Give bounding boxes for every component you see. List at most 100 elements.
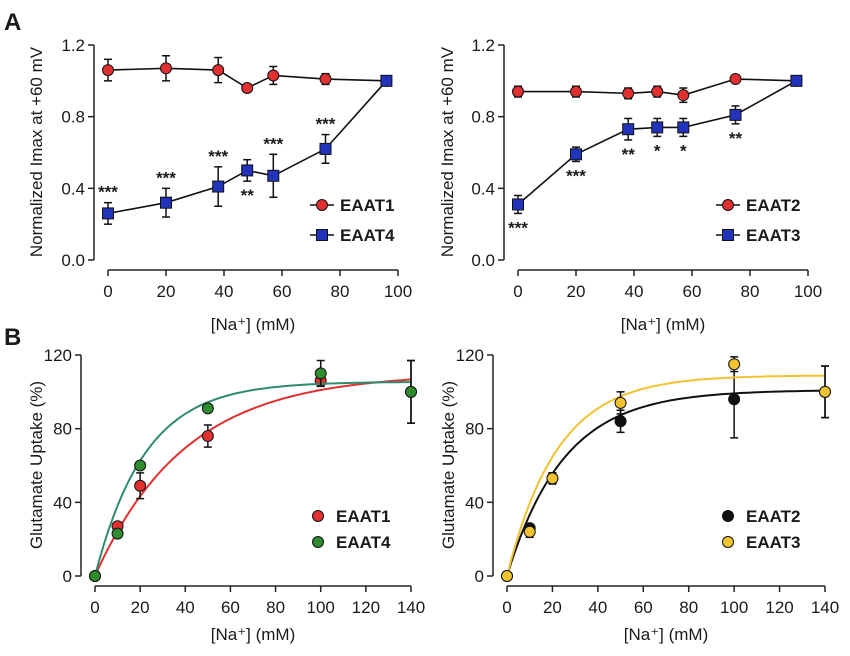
- significance-label: ***: [208, 147, 228, 166]
- x-tick-label: 0: [513, 282, 522, 301]
- data-point: [614, 415, 627, 428]
- legend-entry-eaat2: EAAT2: [722, 507, 800, 526]
- x-tick-label: 40: [625, 282, 644, 301]
- y-tick-label: 0.8: [61, 108, 85, 127]
- legend-marker: [312, 510, 324, 522]
- x-tick-label: 0: [90, 598, 99, 617]
- legend-label: EAAT1: [336, 507, 390, 526]
- data-point: [241, 82, 254, 94]
- x-tick-label: 20: [157, 282, 176, 301]
- data-point: [134, 479, 147, 492]
- series-eaat4: [89, 359, 417, 582]
- fit-curve: [506, 389, 825, 577]
- x-axis-label: [Na⁺] (mM): [621, 315, 706, 334]
- x-tick-label: 140: [811, 598, 839, 617]
- series-eaat3: [501, 356, 831, 582]
- y-tick-label: 0.0: [61, 251, 85, 270]
- legend-entry-eaat4: EAAT4: [312, 533, 391, 552]
- y-tick-label: 1.2: [61, 36, 85, 55]
- significance-label: ***: [508, 218, 528, 237]
- x-axis-label: [Na⁺] (mM): [624, 625, 709, 644]
- significance-label: ***: [156, 168, 176, 187]
- significance-label: **: [241, 186, 255, 205]
- data-point: [160, 62, 172, 75]
- data-point: [160, 196, 172, 209]
- data-point: [622, 87, 635, 100]
- data-point: [570, 148, 582, 161]
- x-tick-label: 140: [397, 598, 425, 617]
- data-point: [546, 472, 559, 485]
- data-point: [111, 527, 124, 540]
- data-point: [790, 74, 803, 87]
- x-tick-label: 0: [502, 598, 511, 617]
- series-eaat3: ******** * ***: [508, 74, 803, 237]
- x-tick-label: 120: [765, 598, 793, 617]
- legend-label: EAAT3: [746, 533, 800, 552]
- data-point: [201, 402, 214, 415]
- y-axis-label: Glutamate Uptake (%): [27, 381, 46, 549]
- data-point: [677, 89, 690, 102]
- y-tick-label: 40: [465, 493, 484, 512]
- data-point: [134, 459, 147, 472]
- legend-marker: [722, 199, 734, 211]
- fit-curve: [94, 381, 411, 577]
- panel-label-b: B: [4, 324, 21, 351]
- series-eaat2: [512, 73, 803, 104]
- legend-marker: [722, 510, 734, 522]
- x-tick-label: 100: [794, 282, 822, 301]
- y-tick-label: 0.8: [471, 108, 495, 127]
- data-point: [651, 121, 664, 134]
- legend-marker: [722, 229, 734, 241]
- data-point: [405, 385, 417, 398]
- data-point: [212, 64, 225, 77]
- data-point: [570, 85, 582, 98]
- legend-marker: [722, 536, 734, 548]
- data-point: [728, 358, 741, 371]
- fit-curve: [94, 378, 412, 577]
- data-point: [622, 123, 635, 136]
- legend-marker: [316, 199, 328, 211]
- data-point: [319, 142, 332, 155]
- legend-entry-eaat4: EAAT4: [310, 226, 395, 245]
- y-tick-label: 0: [475, 567, 484, 586]
- data-point: [102, 207, 114, 220]
- x-tick-label: 100: [384, 282, 412, 301]
- x-tick-label: 60: [683, 282, 702, 301]
- legend-label: EAAT4: [340, 226, 395, 245]
- x-tick-label: 120: [352, 598, 380, 617]
- data-point: [512, 85, 524, 98]
- y-tick-label: 80: [53, 420, 72, 439]
- data-point: [319, 73, 332, 86]
- y-tick-label: 80: [465, 420, 484, 439]
- data-point: [728, 393, 741, 406]
- x-tick-label: 0: [103, 282, 112, 301]
- chart-b-left: 0 40 80 120 0 20 40 60 80 100 120 140 [Na⁺] (mM) Glut…: [27, 346, 425, 644]
- significance-label: *: [654, 141, 661, 160]
- data-point: [677, 121, 690, 134]
- data-point: [267, 169, 280, 182]
- significance-label: ***: [316, 115, 336, 134]
- significance-label: ***: [566, 166, 586, 185]
- data-point: [651, 85, 664, 98]
- legend-entry-eaat2: EAAT2: [716, 196, 800, 215]
- y-tick-label: 120: [456, 346, 484, 365]
- y-tick-label: 0: [63, 567, 72, 586]
- legend-entry-eaat1: EAAT1: [312, 507, 390, 526]
- y-axis-label: Normalized Imax at +60 mV: [27, 46, 46, 257]
- chart-a-left: 0.0 0.4 0.8 1.2 0 20 40 60 80 100 [Na⁺] (mM) Normal…: [27, 36, 412, 334]
- x-tick-label: 80: [331, 282, 350, 301]
- legend-label: EAAT2: [746, 196, 800, 215]
- data-point: [241, 164, 254, 177]
- data-point: [102, 64, 114, 77]
- y-tick-label: 0.4: [61, 179, 85, 198]
- y-tick-label: 0.0: [471, 251, 495, 270]
- data-point: [729, 73, 742, 86]
- y-tick-label: 40: [53, 493, 72, 512]
- y-tick-label: 1.2: [471, 36, 495, 55]
- x-tick-label: 80: [679, 598, 698, 617]
- legend-label: EAAT3: [746, 226, 800, 245]
- y-tick-label: 0.4: [471, 179, 495, 198]
- data-point: [819, 385, 831, 398]
